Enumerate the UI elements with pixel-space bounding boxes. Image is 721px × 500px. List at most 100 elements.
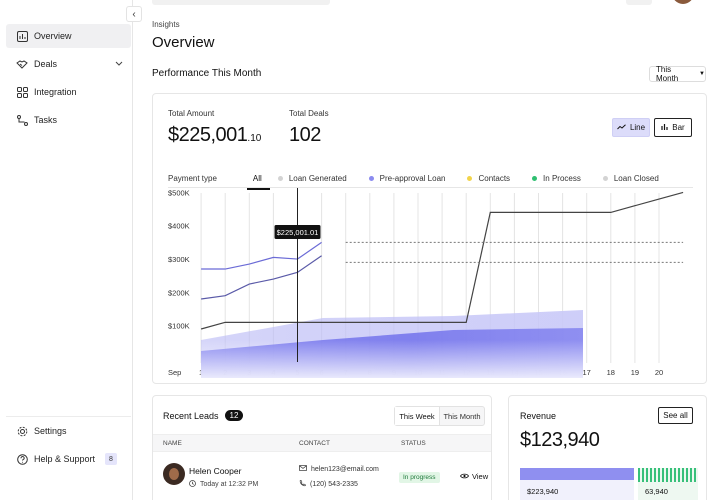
y-tick-label: $100K	[168, 322, 190, 331]
topbar-button[interactable]	[626, 0, 652, 5]
search-bar[interactable]	[152, 0, 330, 5]
chevron-down-icon[interactable]	[115, 60, 123, 69]
series-line-3[interactable]	[200, 191, 684, 330]
filter-tab-label: Loan Generated	[288, 173, 347, 183]
filter-tab-in-process[interactable]: In Process	[532, 174, 581, 183]
x-tick-label: 19	[631, 368, 639, 377]
filter-tab-label: Pre-approval Loan	[379, 173, 446, 183]
filter-tab-contacts[interactable]: Contacts	[467, 174, 510, 183]
segment-this-month[interactable]: This Month	[443, 411, 481, 421]
total-deals-value: 102	[289, 124, 321, 146]
sidebar-item-label: Deals	[34, 59, 58, 69]
lead-email[interactable]: helen123@email.com	[299, 465, 379, 473]
chevron-left-icon: ‹	[132, 8, 136, 20]
filter-tab-label: Loan Closed	[613, 173, 659, 183]
leads-table-header: NAME CONTACT STATUS	[153, 434, 491, 452]
series-line-1[interactable]	[201, 241, 322, 270]
recent-leads-title: Recent Leads	[163, 410, 219, 421]
lead-phone[interactable]: (120) 543-2335	[299, 480, 358, 489]
leads-count-badge: 12	[224, 410, 244, 421]
revenue-card: Revenue See all $123,940 $223,940 63,940	[508, 395, 707, 500]
chevron-down-icon: ▼	[699, 71, 705, 77]
sidebar: Overview Deals Integration	[0, 0, 133, 500]
tooltip-value: $225,001.01	[277, 228, 319, 237]
recent-leads-header: Recent Leads 12	[163, 410, 244, 421]
mail-icon	[299, 465, 307, 473]
sidebar-item-integration[interactable]: Integration	[6, 80, 131, 104]
user-avatar[interactable]	[672, 0, 694, 4]
phone-icon	[299, 480, 306, 489]
filter-tab-all[interactable]: All	[246, 173, 270, 190]
line-view-toggle[interactable]: Line	[612, 118, 650, 137]
sidebar-item-deals[interactable]: Deals	[6, 52, 131, 76]
x-tick-label: 18	[607, 368, 615, 377]
total-amount-value: $225,001.10	[168, 124, 261, 147]
performance-card: Total Amount $225,001.10 Total Deals 102…	[152, 93, 707, 384]
revenue-bar-primary[interactable]: $223,940	[520, 468, 634, 500]
x-tick-label: 17	[583, 368, 591, 377]
sidebar-item-overview[interactable]: Overview	[6, 24, 131, 48]
series-line-2[interactable]	[201, 255, 322, 300]
sidebar-footer: Settings Help & Support 8	[6, 416, 131, 475]
legend-dot	[277, 175, 283, 181]
revenue-bar-secondary[interactable]: 63,940	[638, 468, 698, 500]
sidebar-item-help[interactable]: Help & Support 8	[6, 447, 131, 471]
sidebar-item-tasks[interactable]: Tasks	[6, 108, 131, 132]
revenue-value: $123,940	[520, 429, 600, 451]
sidebar-item-settings[interactable]: Settings	[6, 419, 131, 443]
y-tick-label: $400K	[168, 222, 190, 231]
legend-dot	[532, 175, 538, 181]
segment-this-week[interactable]: This Week	[395, 407, 440, 425]
breadcrumb[interactable]: Insights	[152, 20, 180, 29]
bar-chart-icon	[661, 123, 668, 132]
column-header-name[interactable]: NAME	[163, 440, 182, 447]
y-axis-labels: $500K $400K $300K $200K $100K	[168, 188, 190, 330]
x-tick-label: 20	[655, 368, 663, 377]
notification-badge: 8	[105, 453, 117, 465]
status-badge: In progress	[399, 472, 440, 483]
period-select[interactable]: This Month ▼	[649, 65, 706, 83]
x-tick-label: Sep	[168, 368, 181, 377]
column-header-contact[interactable]: CONTACT	[299, 440, 330, 447]
total-amount-main: $225,001	[168, 124, 248, 146]
filter-tab-preapproval-loan[interactable]: Pre-approval Loan	[368, 173, 446, 183]
line-view-label: Line	[629, 123, 646, 132]
clock-icon	[189, 480, 196, 489]
chart-series	[200, 191, 684, 330]
chart-filter-tabs: Payment type All Loan Generated Pre-appr…	[168, 169, 681, 190]
page-title: Overview	[152, 34, 215, 51]
performance-line-chart[interactable]: $500K$400K$300K$200K$100K Sep12345678910…	[153, 188, 707, 384]
y-tick-label: $200K	[168, 288, 190, 297]
sidebar-item-label: Settings	[34, 426, 67, 436]
y-tick-label: $300K	[168, 255, 190, 264]
grid-icon	[16, 86, 28, 98]
revenue-bar-label: $223,940	[527, 487, 559, 496]
band-fade	[201, 286, 583, 383]
bar-view-toggle[interactable]: Bar	[654, 118, 692, 137]
see-all-button[interactable]: See all	[658, 407, 693, 424]
area-bands	[201, 286, 583, 383]
view-lead-label: View	[472, 472, 489, 481]
tooltip-box	[274, 225, 321, 239]
y-tick-label: $500K	[168, 188, 190, 197]
total-amount-cents: .10	[247, 133, 262, 144]
lead-email-text: helen123@email.com	[311, 465, 379, 473]
revenue-bar-label: 63,940	[645, 487, 668, 496]
total-amount-label: Total Amount	[168, 109, 215, 118]
gear-icon	[16, 425, 28, 437]
leads-period-segment: This Week This Month	[394, 406, 485, 426]
column-header-status[interactable]: STATUS	[401, 440, 426, 447]
handshake-icon	[16, 58, 28, 70]
filter-tab-loan-closed[interactable]: Loan Closed	[602, 173, 659, 183]
period-select-value: This Month	[656, 65, 679, 83]
filter-tab-loan-generated[interactable]: Loan Generated	[277, 173, 347, 183]
revenue-title: Revenue	[520, 411, 557, 421]
help-icon	[16, 453, 28, 465]
divider	[168, 187, 693, 188]
flow-icon	[16, 114, 28, 126]
sidebar-item-label: Integration	[34, 87, 77, 97]
payment-type-label: Payment type	[168, 173, 217, 183]
collapse-sidebar-button[interactable]: ‹	[126, 6, 142, 22]
view-lead-button[interactable]: View	[460, 472, 488, 481]
